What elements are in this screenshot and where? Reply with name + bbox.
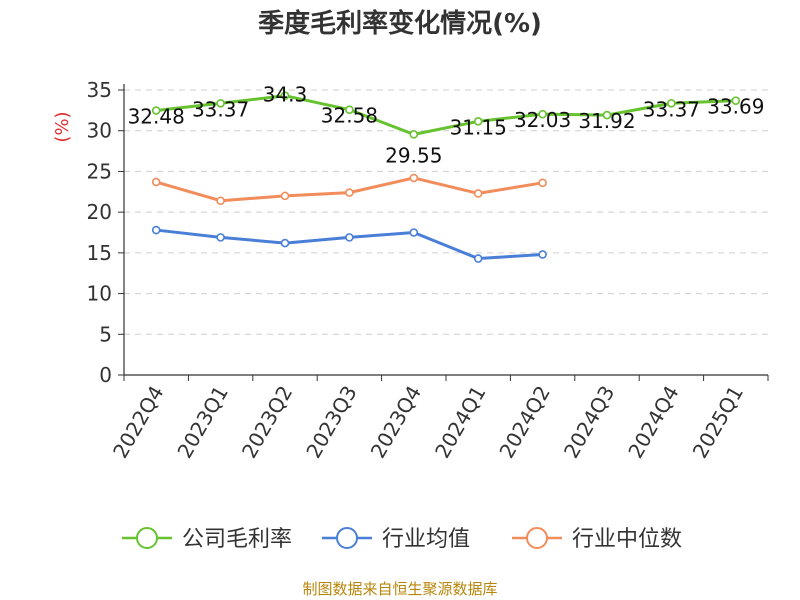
legend-label: 行业均值: [382, 527, 470, 552]
legend: 公司毛利率 行业均值 行业中位数: [122, 527, 682, 552]
data-label: 33.37: [192, 97, 249, 121]
data-label: 34.3: [263, 83, 308, 107]
data-point: [731, 96, 741, 105]
data-point: [473, 189, 483, 198]
legend-marker: [526, 527, 548, 549]
legend-marker: [136, 527, 158, 549]
x-tick-label: 2023Q2: [237, 382, 297, 463]
data-point: [409, 130, 419, 139]
data-point: [345, 105, 354, 115]
data-point: [280, 191, 290, 201]
x-tick-label: 2024Q1: [430, 382, 490, 463]
y-tick-label: 10: [87, 282, 112, 306]
x-tick-label: 2023Q3: [301, 382, 361, 463]
data-label: 32.48: [128, 105, 185, 129]
x-tick-label: 2023Q1: [172, 382, 232, 463]
legend-marker: [336, 527, 358, 549]
series-layer: [151, 91, 741, 263]
y-tick-label: 0: [99, 363, 112, 387]
x-axis-ticks: 2022Q4 2023Q1 2023Q2 2023Q3 2023Q4 2024Q1 2024…: [108, 375, 769, 463]
data-point: [151, 177, 161, 187]
x-tick-label: 2023Q4: [366, 382, 426, 463]
data-label: 31.92: [578, 109, 635, 133]
series-line: [156, 94, 736, 136]
data-point: [345, 188, 354, 197]
data-point: [538, 109, 547, 119]
data-point: [667, 98, 676, 108]
data-label: 29.55: [385, 143, 442, 167]
x-tick-label: 2024Q4: [623, 382, 683, 463]
data-point: [602, 110, 612, 120]
x-tick-label: 2024Q3: [559, 382, 619, 463]
data-label: 31.15: [450, 115, 507, 139]
legend-label: 公司毛利率: [182, 527, 292, 552]
y-tick-label: 35: [87, 78, 112, 102]
data-label: 33.69: [707, 95, 764, 119]
data-point: [151, 106, 161, 115]
data-point: [409, 228, 419, 237]
data-point: [409, 173, 419, 183]
data-point: [538, 250, 547, 259]
data-labels: 32.48 33.37 34.3 32.58 29.55 31.15 32.03 31.92 3…: [128, 83, 765, 168]
data-point: [538, 178, 547, 188]
x-tick-label: 2022Q4: [108, 382, 168, 463]
data-point: [280, 91, 290, 100]
data-label: 33.37: [643, 97, 700, 121]
data-point: [280, 238, 290, 248]
x-tick-label: 2024Q2: [494, 382, 554, 463]
data-point: [345, 233, 354, 242]
data-point: [151, 225, 161, 235]
y-axis-ticks: 0 5 10 15 20 25 30 35: [87, 78, 124, 387]
y-axis-label: (%): [52, 111, 73, 142]
x-tick-label: 2025Q1: [688, 382, 748, 463]
y-tick-label: 30: [87, 119, 112, 143]
y-tick-label: 20: [87, 200, 112, 224]
data-label: 32.03: [514, 108, 571, 132]
legend-label: 行业中位数: [572, 527, 682, 552]
data-point: [473, 117, 483, 126]
y-tick-label: 25: [87, 159, 112, 183]
data-point: [473, 254, 483, 263]
grid-lines: [124, 89, 768, 335]
data-point: [216, 196, 225, 206]
y-tick-label: 5: [99, 322, 112, 346]
y-tick-label: 15: [87, 241, 112, 265]
data-label: 32.58: [321, 104, 378, 128]
data-point: [216, 233, 225, 242]
source-note: 制图数据来自恒生聚源数据库: [302, 580, 497, 598]
data-point: [216, 98, 225, 108]
chart-title: 季度毛利率变化情况(%): [258, 8, 542, 39]
